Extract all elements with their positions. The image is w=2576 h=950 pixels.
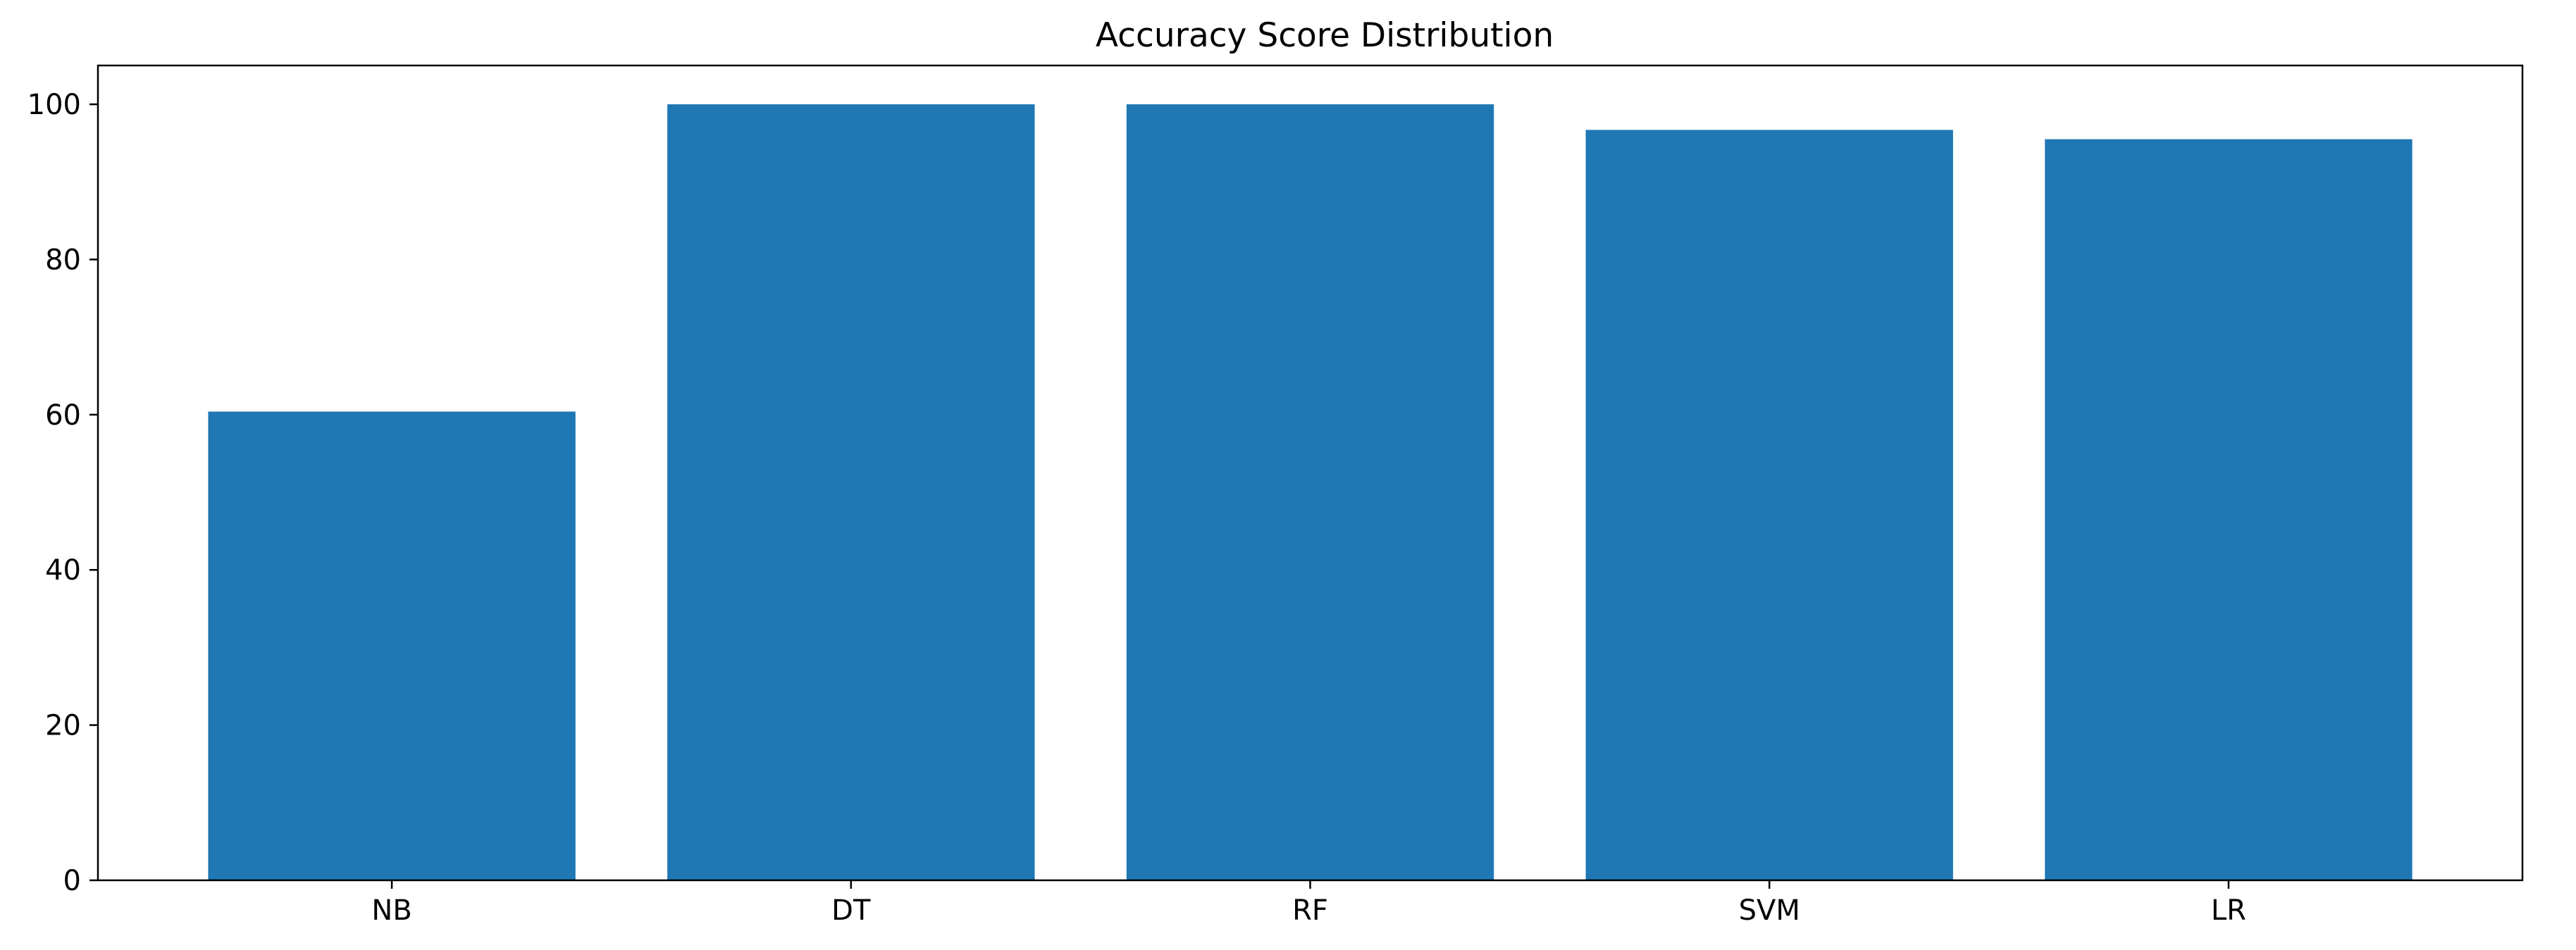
x-axis: NB DT RF SVM LR — [371, 880, 2246, 927]
y-tick-label-60: 60 — [45, 399, 81, 432]
x-tick-label-nb: NB — [371, 894, 411, 927]
bar-lr — [2045, 139, 2413, 881]
y-tick-label-0: 0 — [63, 865, 81, 897]
bar-nb — [208, 411, 576, 880]
y-tick-label-80: 80 — [45, 244, 81, 276]
x-tick-label-dt: DT — [831, 894, 871, 927]
bar-svm — [1585, 130, 1953, 880]
chart-title: Accuracy Score Distribution — [1096, 16, 1554, 55]
bar-dt — [667, 104, 1035, 881]
bar-rf — [1126, 104, 1494, 881]
x-tick-label-lr: LR — [2211, 894, 2246, 927]
x-tick-label-svm: SVM — [1739, 894, 1800, 927]
x-tick-label-rf: RF — [1292, 894, 1328, 927]
y-tick-label-20: 20 — [45, 710, 81, 742]
y-tick-label-100: 100 — [27, 89, 81, 121]
bars-layer — [208, 104, 2413, 881]
y-axis: 0 20 40 60 80 100 — [27, 89, 98, 897]
y-tick-label-40: 40 — [45, 554, 81, 587]
plot-frame — [97, 64, 2524, 882]
